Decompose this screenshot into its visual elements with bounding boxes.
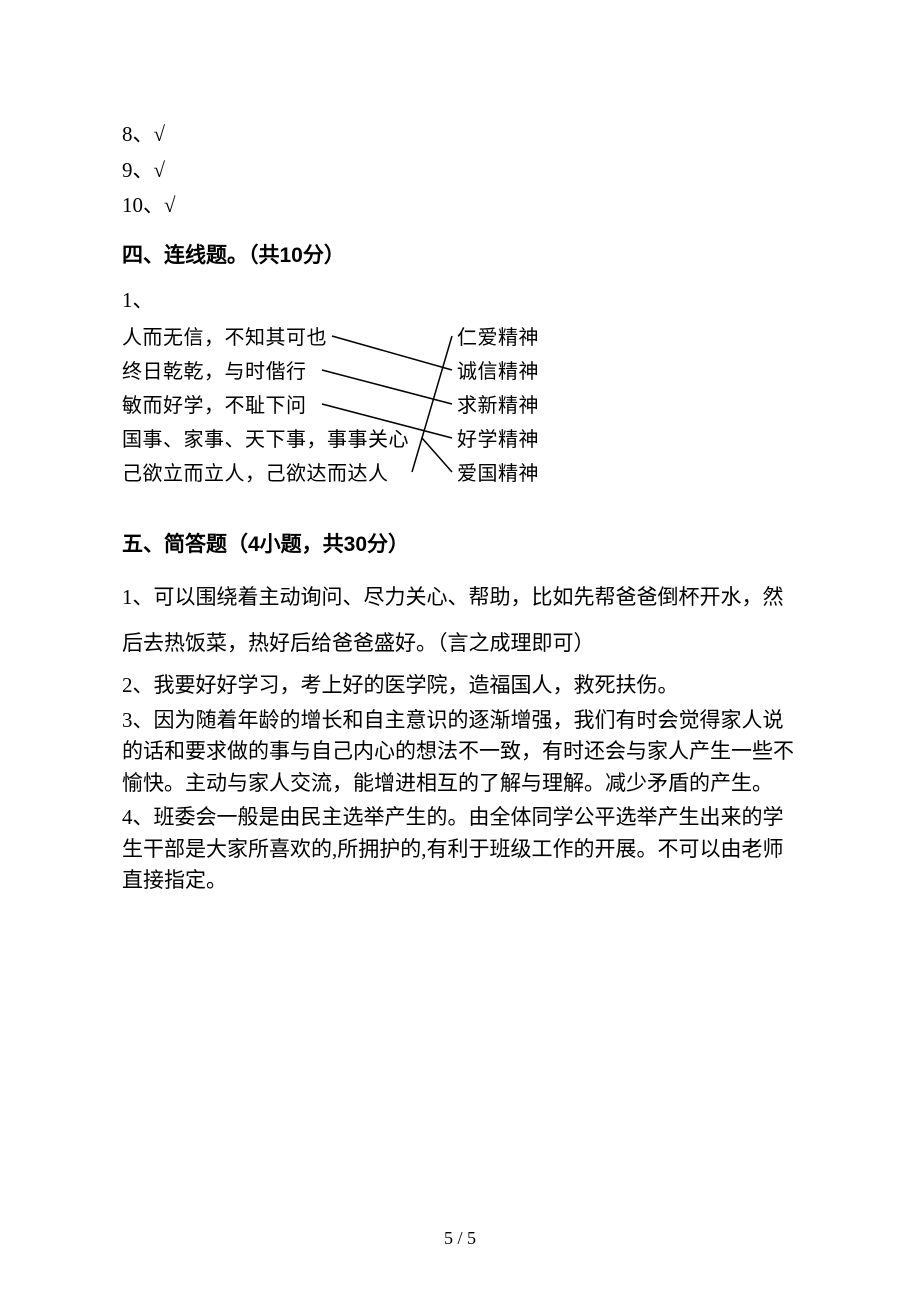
answer-item-8: 8、√ <box>122 119 798 151</box>
short-answer-1: 1、可以围绕着主动询问、尽力关心、帮助，比如先帮爸爸倒杯开水，然后去热饭菜，热好… <box>122 574 798 666</box>
page-footer: 5 / 5 <box>0 1225 920 1252</box>
short-answer-2: 2、我要好好学习，考上好的医学院，造福国人，救死扶伤。 <box>122 670 798 702</box>
short-answer-4: 4、班委会一般是由民主选举产生的。由全体同学公平选举产生出来的学生干部是大家所喜… <box>122 802 798 897</box>
short-answer-block: 1、可以围绕着主动询问、尽力关心、帮助，比如先帮爸爸倒杯开水，然后去热饭菜，热好… <box>122 574 798 897</box>
answer-item-9: 9、√ <box>122 155 798 187</box>
section-4-heading: 四、连线题。（共10分） <box>122 240 798 272</box>
matching-diagram: 人而无信，不知其可也 终日乾乾，与时偕行 敏而好学，不耻下问 国事、家事、天下事… <box>122 321 642 511</box>
section-5-heading: 五、简答题（4小题，共30分） <box>122 529 798 561</box>
answer-item-10: 10、√ <box>122 190 798 222</box>
matching-lines <box>122 321 642 511</box>
matching-intro: 1、 <box>122 285 798 317</box>
document-page: 8、√ 9、√ 10、√ 四、连线题。（共10分） 1、 人而无信，不知其可也 … <box>0 0 920 1302</box>
short-answer-3: 3、因为随着年龄的增长和自主意识的逐渐增强，我们有时会觉得家人说的话和要求做的事… <box>122 705 798 800</box>
